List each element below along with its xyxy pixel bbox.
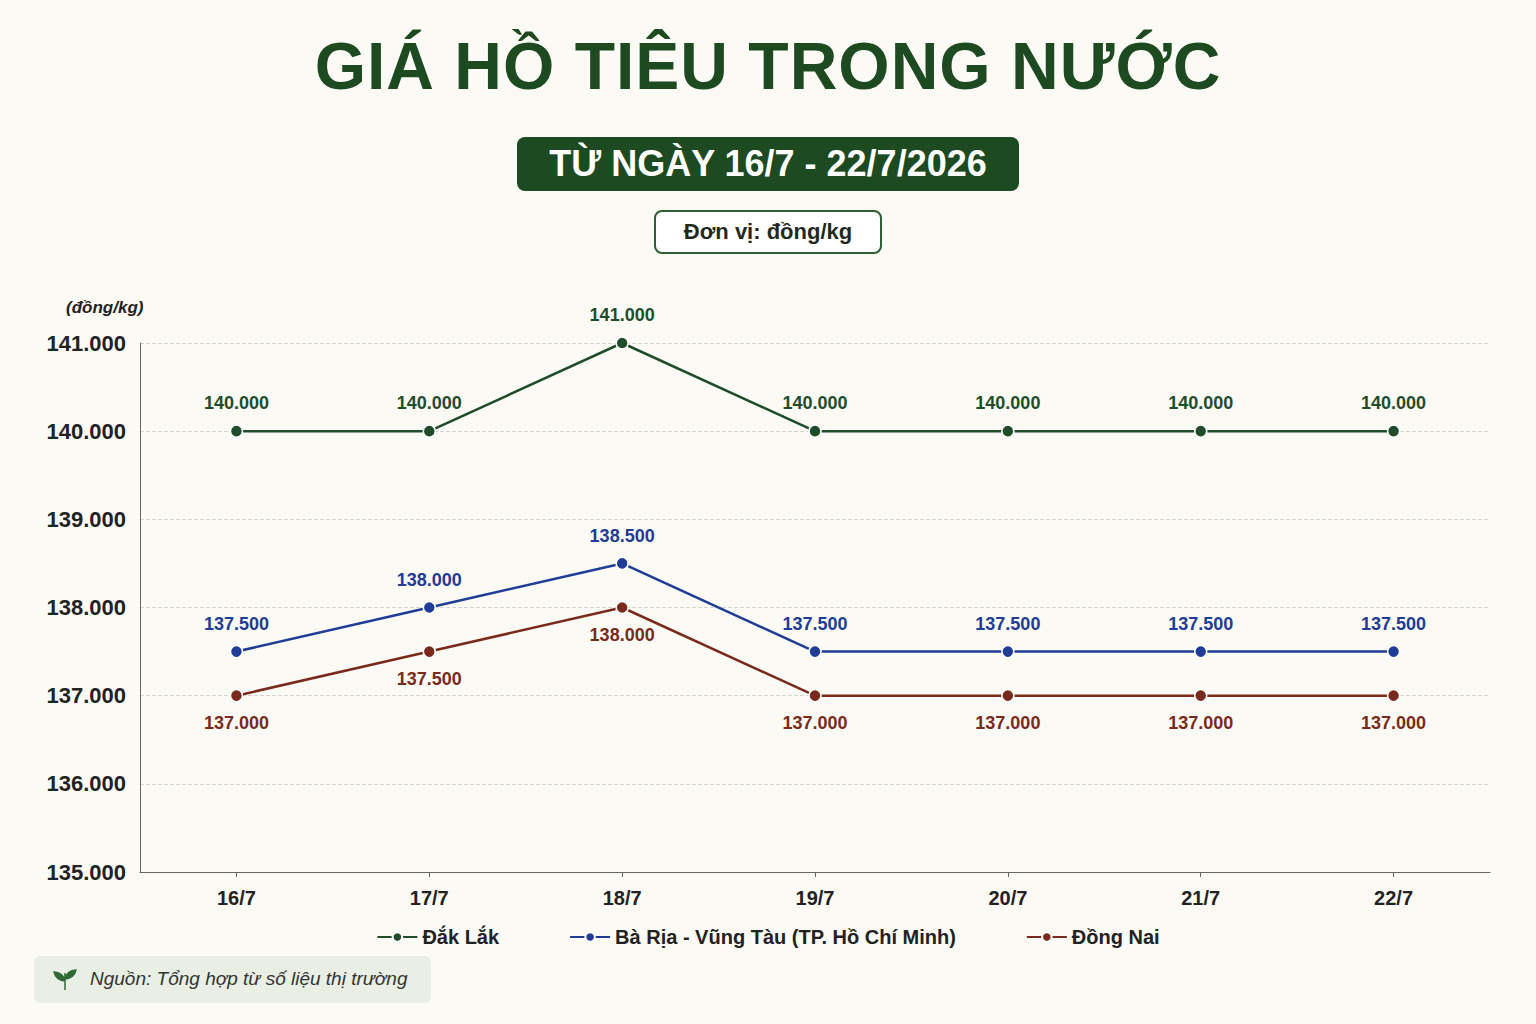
svg-text:137.500: 137.500	[975, 614, 1040, 634]
svg-text:135.000: 135.000	[46, 860, 126, 885]
svg-text:138.000: 138.000	[397, 570, 462, 590]
svg-text:137.000: 137.000	[46, 683, 126, 708]
svg-text:137.000: 137.000	[204, 713, 269, 733]
svg-text:19/7: 19/7	[796, 887, 835, 909]
svg-text:137.000: 137.000	[782, 713, 847, 733]
svg-text:22/7: 22/7	[1374, 887, 1413, 909]
svg-text:137.500: 137.500	[397, 669, 462, 689]
svg-text:140.000: 140.000	[46, 419, 126, 444]
html-text:(đồng/kg): (đồng/kg)	[66, 298, 144, 317]
html-text:GIÁ HỒ TIÊU TRONG NƯỚC: GIÁ HỒ TIÊU TRONG NƯỚC	[314, 29, 1222, 103]
svg-text:137.500: 137.500	[204, 614, 269, 634]
svg-text:Đồng Nai: Đồng Nai	[1072, 926, 1160, 948]
html-text:TỪ NGÀY 16/7 - 22/7/2026: TỪ NGÀY 16/7 - 22/7/2026	[549, 143, 987, 184]
svg-text:140.000: 140.000	[975, 393, 1040, 413]
svg-text:140.000: 140.000	[1168, 393, 1233, 413]
svg-text:140.000: 140.000	[1361, 393, 1426, 413]
svg-text:140.000: 140.000	[397, 393, 462, 413]
svg-text:137.000: 137.000	[1361, 713, 1426, 733]
html-text:Nguồn: Tổng hợp từ số liệu thị: Nguồn: Tổng hợp từ số liệu thị trường	[90, 968, 408, 989]
svg-text:Bà Rịa - Vũng Tàu (TP. Hồ Chí: Bà Rịa - Vũng Tàu (TP. Hồ Chí Minh)	[615, 926, 956, 948]
svg-text:21/7: 21/7	[1181, 887, 1220, 909]
svg-text:137.000: 137.000	[1168, 713, 1233, 733]
svg-text:137.500: 137.500	[782, 614, 847, 634]
svg-text:138.000: 138.000	[46, 595, 126, 620]
svg-text:17/7: 17/7	[410, 887, 449, 909]
svg-text:Đắk Lắk: Đắk Lắk	[422, 925, 500, 948]
svg-text:137.500: 137.500	[1168, 614, 1233, 634]
html-text:Đơn vị: đồng/kg: Đơn vị: đồng/kg	[683, 219, 853, 244]
svg-text:137.500: 137.500	[1361, 614, 1426, 634]
svg-text:20/7: 20/7	[988, 887, 1027, 909]
svg-text:141.000: 141.000	[46, 331, 126, 356]
svg-text:139.000: 139.000	[46, 507, 126, 532]
svg-text:141.000: 141.000	[590, 305, 655, 325]
svg-text:18/7: 18/7	[603, 887, 642, 909]
svg-text:136.000: 136.000	[46, 771, 126, 796]
svg-text:138.000: 138.000	[590, 625, 655, 645]
svg-text:140.000: 140.000	[204, 393, 269, 413]
svg-text:16/7: 16/7	[217, 887, 256, 909]
svg-text:137.000: 137.000	[975, 713, 1040, 733]
svg-text:138.500: 138.500	[590, 526, 655, 546]
svg-text:140.000: 140.000	[782, 393, 847, 413]
